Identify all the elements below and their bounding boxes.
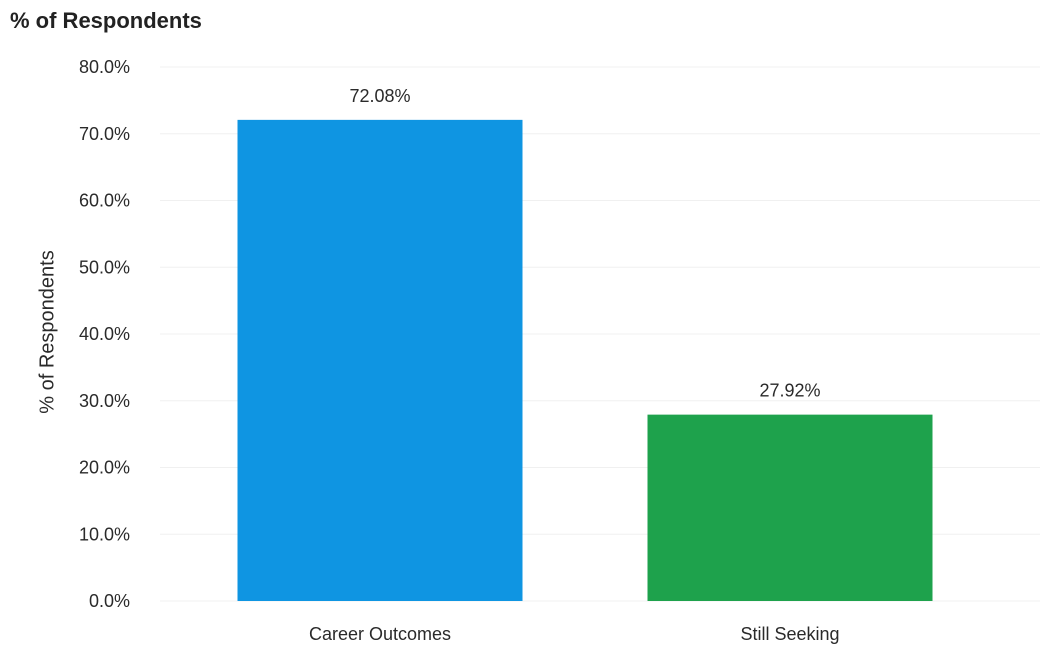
data-label: 72.08% [349, 86, 410, 106]
bar-still-seeking [647, 414, 933, 601]
data-labels: 72.08% 27.92% [349, 86, 820, 401]
category-label: Still Seeking [740, 624, 839, 644]
y-tick-label: 70.0% [79, 124, 130, 144]
y-tick-label: 40.0% [79, 324, 130, 344]
bars [237, 119, 933, 601]
y-tick-label: 20.0% [79, 458, 130, 478]
chart-title: % of Respondents [10, 8, 202, 33]
category-labels: Career Outcomes Still Seeking [309, 624, 840, 644]
bar-career-outcomes [237, 119, 523, 601]
y-tick-label: 50.0% [79, 257, 130, 277]
y-tick-labels: 0.0% 10.0% 20.0% 30.0% 40.0% 50.0% 60.0% 70.0% 8… [79, 57, 130, 611]
y-tick-label: 30.0% [79, 391, 130, 411]
y-tick-label: 10.0% [79, 524, 130, 544]
y-tick-label: 80.0% [79, 57, 130, 77]
y-tick-label: 60.0% [79, 191, 130, 211]
y-tick-label: 0.0% [89, 591, 130, 611]
category-label: Career Outcomes [309, 624, 451, 644]
data-label: 27.92% [759, 381, 820, 401]
